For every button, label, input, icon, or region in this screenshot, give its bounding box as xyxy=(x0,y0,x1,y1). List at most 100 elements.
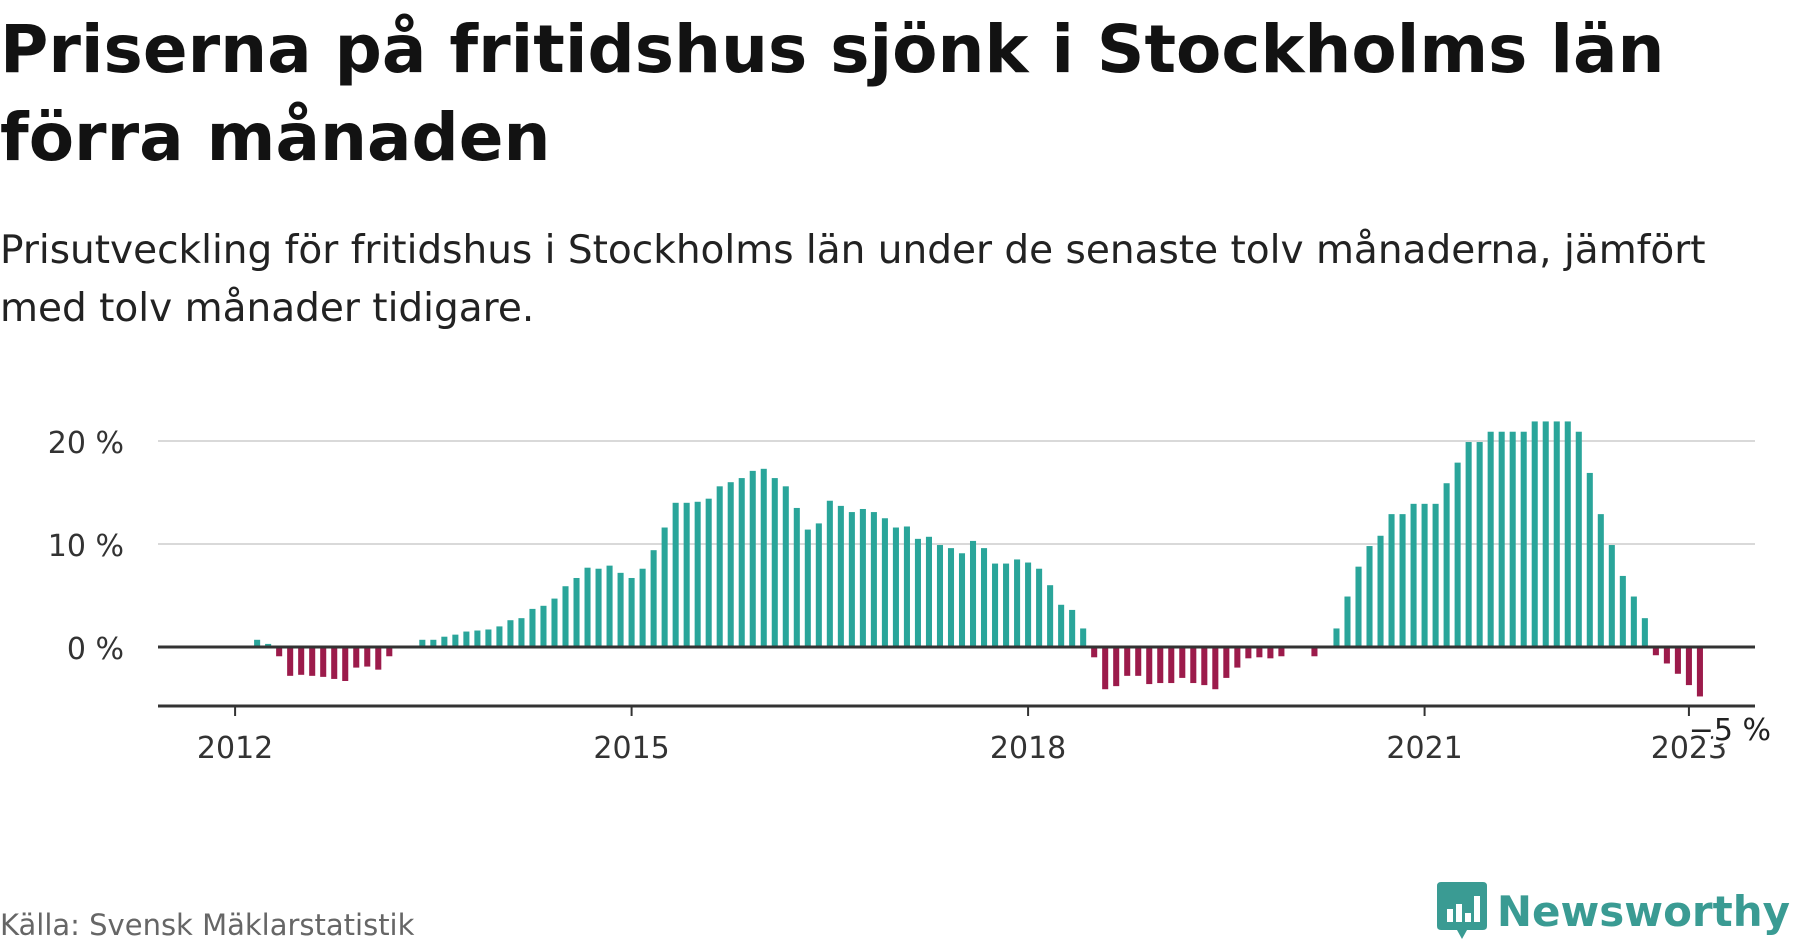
source-note: Källa: Svensk Mäklarstatistik xyxy=(0,908,415,942)
bar xyxy=(1608,545,1615,647)
x-tick-label: 2012 xyxy=(197,731,273,766)
bar xyxy=(1036,568,1043,647)
newsworthy-logo-icon xyxy=(1436,882,1487,939)
bar xyxy=(298,647,305,675)
y-tick-label: 20 % xyxy=(48,426,124,461)
brand-logo[interactable]: Newsworthy xyxy=(1436,882,1790,940)
bar xyxy=(507,620,514,647)
bar xyxy=(1652,647,1659,656)
bar xyxy=(1443,483,1450,647)
bar xyxy=(914,538,921,647)
bar xyxy=(793,507,800,647)
bar xyxy=(749,470,756,647)
bar xyxy=(1399,514,1406,647)
bar xyxy=(1344,596,1351,647)
bar xyxy=(1663,647,1670,664)
bar xyxy=(1135,647,1142,676)
bar xyxy=(518,618,525,647)
bar xyxy=(606,565,613,647)
bar xyxy=(1311,647,1318,657)
bar xyxy=(1113,647,1120,687)
bar xyxy=(1168,647,1175,684)
bar xyxy=(331,647,338,679)
bar xyxy=(1256,647,1263,658)
bar xyxy=(1432,503,1439,647)
bar xyxy=(375,647,382,670)
bar xyxy=(540,605,547,647)
bars xyxy=(254,421,1703,697)
bar xyxy=(738,478,745,647)
bar xyxy=(815,523,822,647)
bar xyxy=(716,486,723,647)
bar xyxy=(386,647,393,657)
bar xyxy=(573,577,580,647)
bar xyxy=(992,563,999,647)
bar xyxy=(892,527,899,647)
bar xyxy=(1124,647,1131,676)
bar xyxy=(1476,442,1483,647)
bar xyxy=(925,536,932,647)
bar xyxy=(1377,535,1384,647)
bar xyxy=(826,500,833,647)
bar xyxy=(1641,618,1648,647)
bar xyxy=(1630,596,1637,647)
bar xyxy=(364,647,371,667)
bar xyxy=(1674,647,1681,674)
bar xyxy=(782,486,789,647)
bar xyxy=(617,572,624,647)
bar xyxy=(1509,431,1516,647)
bar xyxy=(881,518,888,647)
bar xyxy=(1267,647,1274,659)
bar xyxy=(1498,431,1505,647)
x-tick-label: 2021 xyxy=(1386,731,1462,766)
bar xyxy=(947,548,955,647)
bar xyxy=(771,478,778,647)
bar xyxy=(1619,575,1626,647)
bar xyxy=(1179,647,1186,678)
bar xyxy=(683,502,690,647)
bar xyxy=(1223,647,1230,678)
bar xyxy=(441,636,448,647)
bar xyxy=(342,647,349,681)
bar xyxy=(1366,546,1373,647)
bar xyxy=(694,501,701,647)
y-tick-label: 10 % xyxy=(48,529,124,564)
bar xyxy=(628,577,635,647)
bar xyxy=(309,647,316,676)
bar xyxy=(848,512,855,647)
bar-chart: 0 % 10 % 20 % 2012 2015 2018 2021 2023−5 % xyxy=(48,421,1774,766)
bar xyxy=(1157,647,1164,684)
bar xyxy=(1234,647,1241,668)
bar xyxy=(485,629,492,647)
bar xyxy=(804,529,811,647)
bar xyxy=(584,567,591,647)
bar xyxy=(1564,421,1571,647)
bar xyxy=(1454,462,1461,647)
bar xyxy=(529,608,536,647)
bar xyxy=(1355,566,1362,647)
bar xyxy=(639,568,646,647)
x-tick-label: 2015 xyxy=(593,731,669,766)
bar xyxy=(1487,431,1494,647)
bar xyxy=(1542,421,1549,647)
bar xyxy=(463,631,470,647)
bar xyxy=(1685,647,1692,686)
y-tick-label: 0 % xyxy=(67,632,124,667)
axes: 2012 2015 2018 2021 2023−5 % xyxy=(158,645,1774,766)
bar xyxy=(496,626,503,647)
bar xyxy=(595,568,602,647)
bar xyxy=(265,643,272,647)
bar xyxy=(276,647,283,657)
bar xyxy=(1465,442,1472,647)
bar xyxy=(1102,647,1109,690)
bar xyxy=(1388,514,1395,647)
bar xyxy=(672,502,679,647)
x-tick-label: 2018 xyxy=(990,731,1066,766)
bar xyxy=(969,540,977,647)
bar xyxy=(1575,431,1582,647)
bar xyxy=(1586,472,1593,647)
bar xyxy=(1080,628,1087,647)
bar xyxy=(452,634,459,647)
bar xyxy=(936,545,944,647)
end-value-label: −5 % xyxy=(1689,713,1771,748)
